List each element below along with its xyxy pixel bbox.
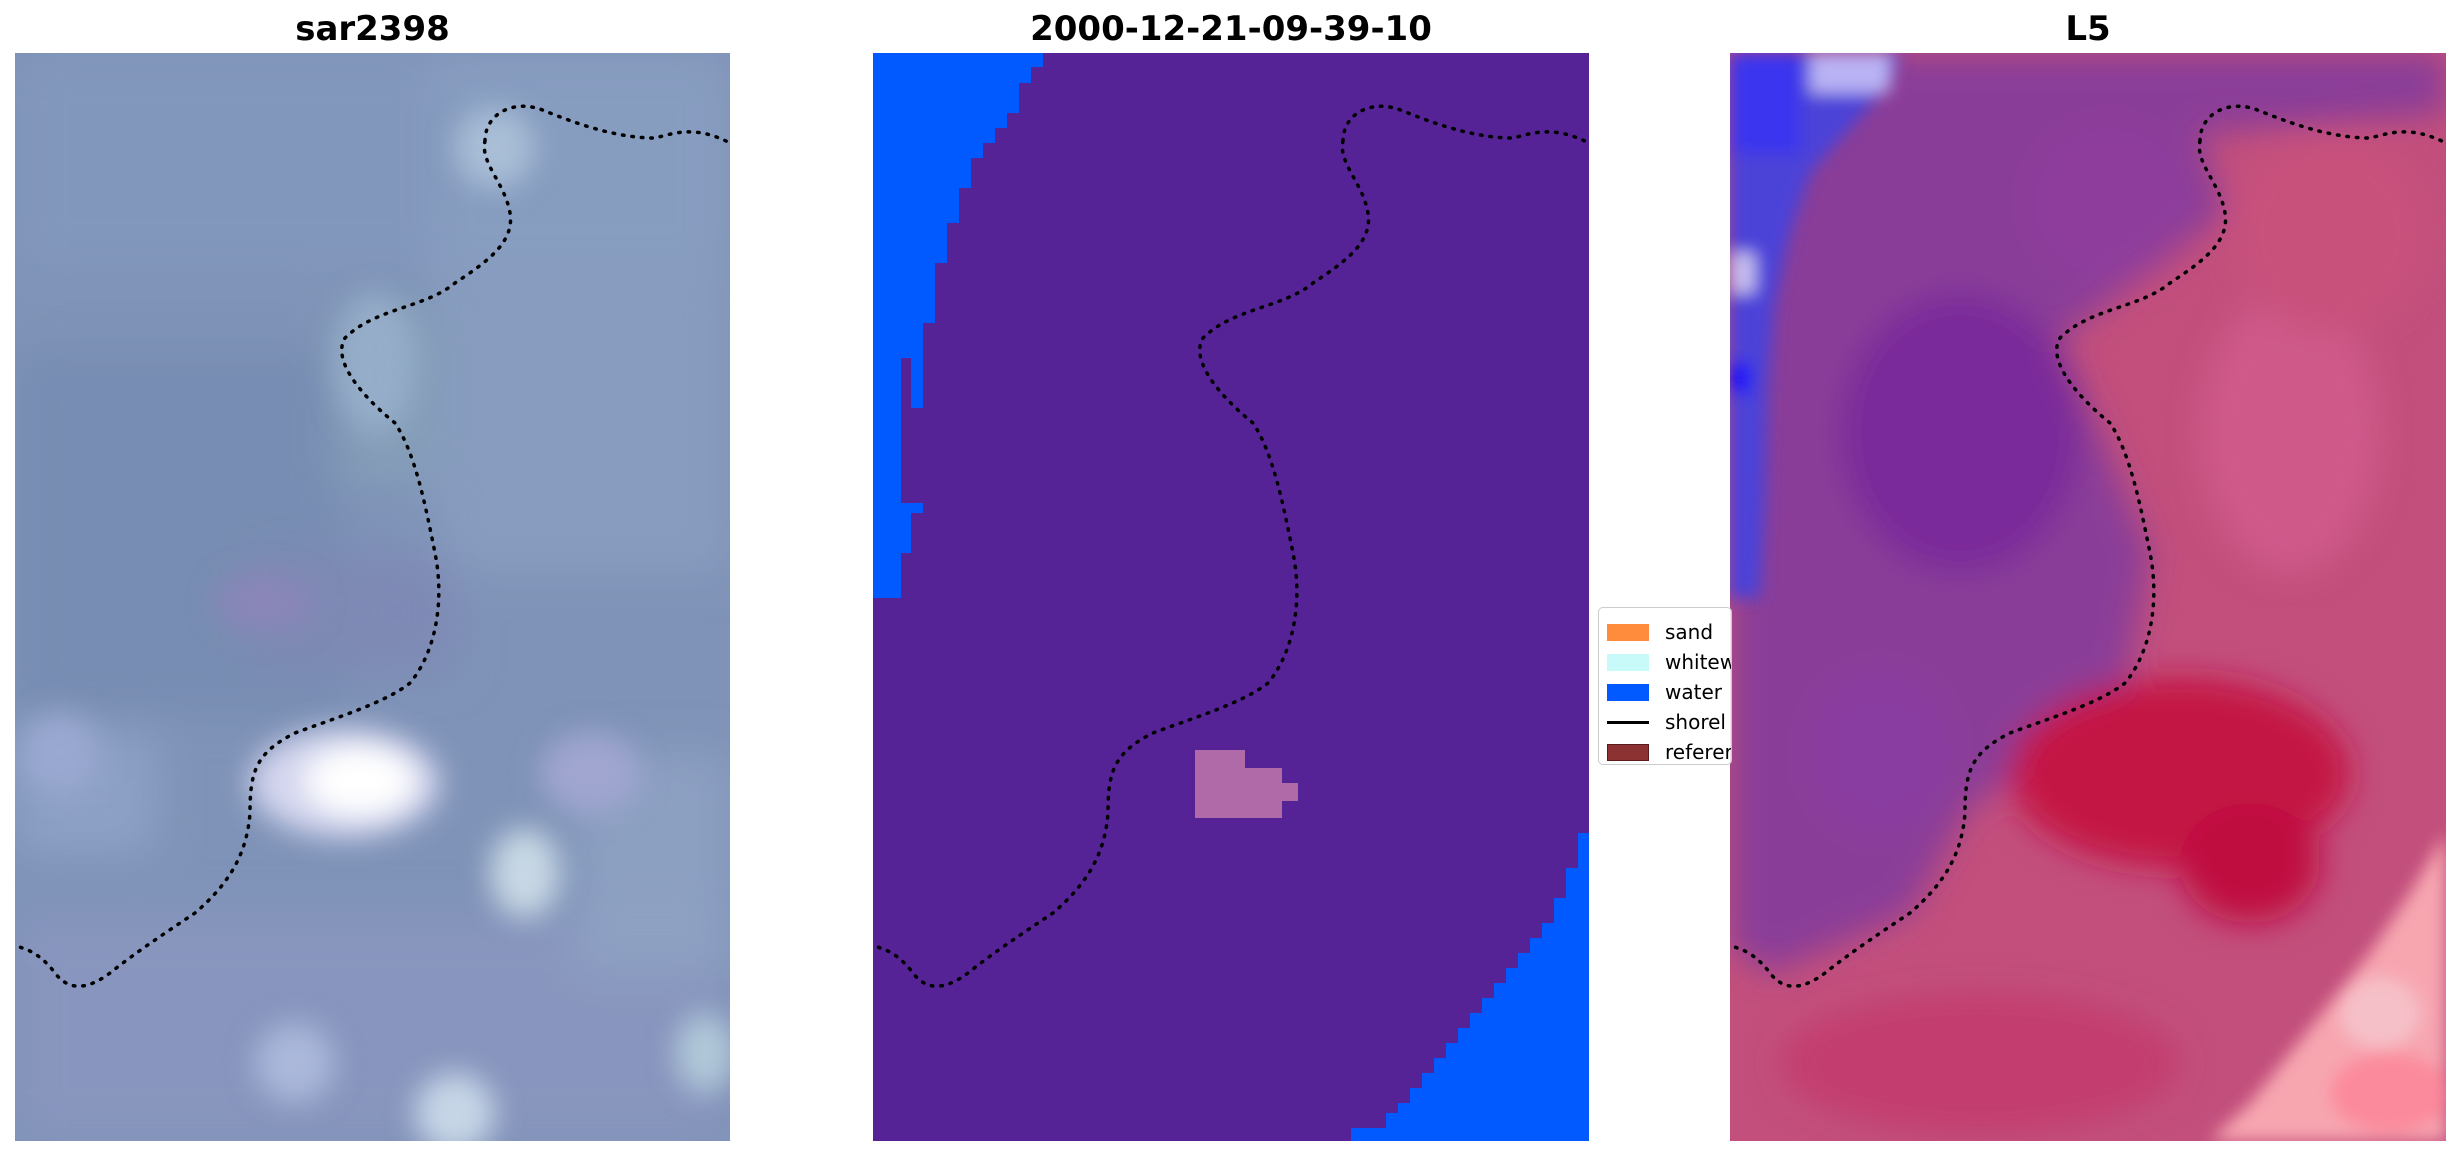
shoreline-trace — [1730, 104, 2446, 988]
panel-title-l5: L5 — [2065, 9, 2111, 49]
panel-title-classification: 2000-12-21-09-39-10 — [1030, 9, 1432, 49]
sar-image-panel — [15, 53, 730, 1141]
legend-label: referer — [1665, 740, 1732, 764]
legend-item-reference: referer — [1607, 737, 1732, 764]
legend-item-whitewater: whitew — [1607, 647, 1732, 677]
water-swatch — [1607, 683, 1649, 701]
legend-label: sand — [1665, 620, 1714, 644]
shoreline-line-swatch — [1607, 720, 1649, 724]
legend-label: water — [1665, 680, 1722, 704]
l5-image-panel — [1730, 53, 2446, 1141]
sar-image — [15, 53, 730, 1141]
reference-swatch — [1607, 743, 1649, 761]
legend-label: shorel — [1665, 710, 1726, 734]
sand-swatch — [1607, 623, 1649, 641]
legend-item-shoreline: shorel — [1607, 707, 1731, 737]
water-region-left — [873, 53, 1043, 598]
legend: sand whitew water shorel referer — [1598, 607, 1732, 765]
l5-image — [1730, 53, 2446, 1141]
panel-title-sar: sar2398 — [295, 9, 450, 49]
classification-map — [873, 53, 1589, 1141]
shoreline-trace — [15, 104, 730, 988]
legend-label: whitew — [1665, 650, 1732, 674]
classification-panel — [873, 53, 1589, 1141]
legend-item-water: water — [1607, 677, 1731, 707]
water-region-right — [1351, 833, 1589, 1141]
whitewater-swatch — [1607, 653, 1649, 671]
shoreline-trace — [873, 104, 1589, 988]
reference-patch — [1195, 750, 1298, 818]
legend-item-sand: sand — [1607, 617, 1731, 647]
